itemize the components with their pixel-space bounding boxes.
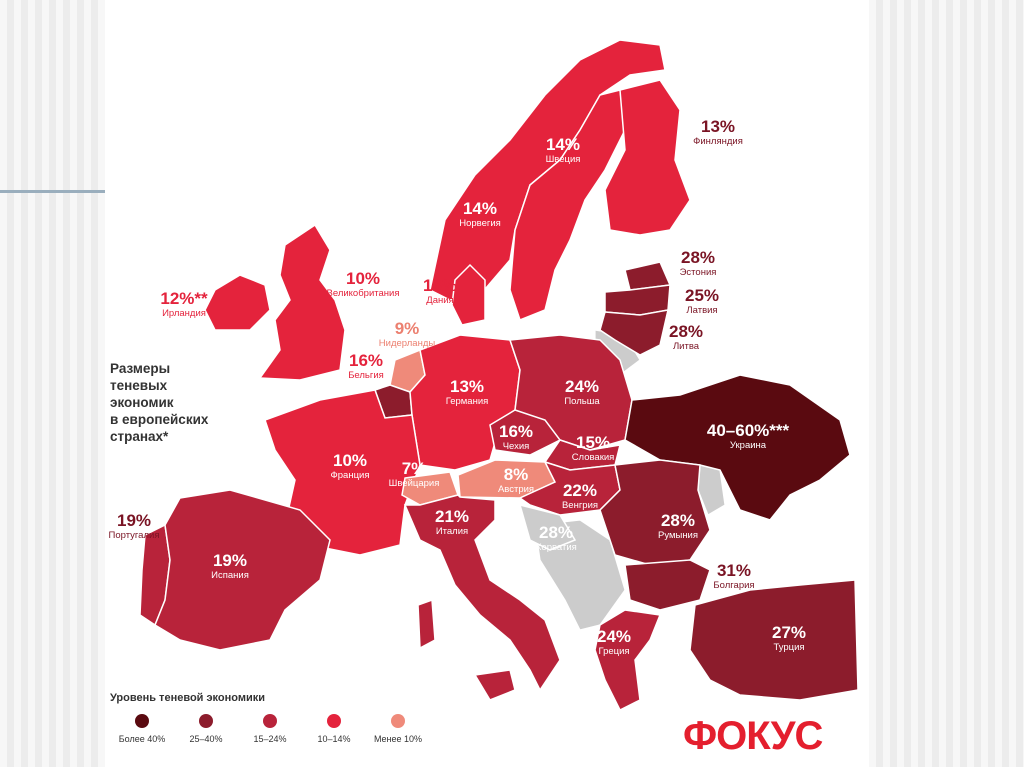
- region-italy: [403, 494, 561, 692]
- region-bulgaria: [624, 559, 711, 611]
- legend-dot: [199, 714, 213, 728]
- label-greece: 24% Греция: [596, 627, 632, 658]
- region-spain: [154, 489, 331, 651]
- label-croatia: 28% Хорватия: [535, 523, 577, 554]
- label-lithuania: 28% Литва: [668, 322, 704, 353]
- label-latvia: 25% Латвия: [684, 286, 720, 317]
- label-italy: 21% Италия: [434, 507, 470, 538]
- region-sicily: [473, 669, 516, 701]
- legend-dot: [263, 714, 277, 728]
- label-belgium: 16% Бельгия: [348, 351, 384, 382]
- region-turkey: [689, 579, 859, 701]
- legend-label: 25–40%: [189, 734, 223, 744]
- label-germany: 13% Германия: [445, 377, 489, 408]
- legend-dot: [391, 714, 405, 728]
- region-greece: [594, 609, 662, 712]
- label-france: 10% Франция: [330, 451, 370, 482]
- label-ukraine: 40–60%*** Украина: [706, 421, 790, 452]
- label-czechia: 16% Чехия: [498, 422, 534, 453]
- map-title: Размеры теневых экономик в европейских с…: [110, 360, 240, 445]
- label-denmark: 13% Дания: [422, 276, 458, 307]
- legend-label: Более 40%: [118, 734, 166, 744]
- label-sweden: 14% Швеция: [545, 135, 581, 166]
- accent-line: [0, 190, 105, 193]
- legend-label: 10–14%: [317, 734, 351, 744]
- label-norway: 14% Норвегия: [459, 199, 501, 230]
- region-finland: [604, 79, 691, 236]
- label-hungary: 22% Венгрия: [561, 481, 599, 512]
- legend-items: Более 40% 25–40% 15–24% 10–14% Менее 10%: [110, 714, 430, 744]
- right-decorative-stripes: [869, 0, 1024, 767]
- label-great-britain: 10% Великобритания: [326, 269, 400, 300]
- label-austria: 8% Австрия: [497, 465, 535, 496]
- region-latvia: [604, 284, 671, 316]
- legend-item-over40: Более 40%: [110, 714, 174, 744]
- label-spain: 19% Испания: [211, 551, 249, 582]
- label-slovakia: 15% Словакия: [571, 433, 615, 464]
- region-croatia: [518, 503, 577, 551]
- label-turkey: 27% Турция: [771, 623, 807, 654]
- region-denmark: [451, 263, 486, 326]
- label-bulgaria: 31% Болгария: [713, 561, 755, 592]
- title-line: теневых: [110, 378, 168, 393]
- region-ireland: [204, 274, 271, 331]
- region-sweden: [509, 89, 626, 321]
- title-line: экономик: [110, 395, 174, 410]
- brand-logo: ФОКУС: [683, 714, 823, 758]
- title-line: Размеры: [110, 361, 171, 376]
- region-lithuania: [599, 309, 669, 356]
- region-great-britain: [258, 223, 346, 381]
- left-decorative-stripes: [0, 0, 105, 767]
- legend-item-10-14: 10–14%: [302, 714, 366, 744]
- legend-item-15-24: 15–24%: [238, 714, 302, 744]
- legend-label: 15–24%: [253, 734, 287, 744]
- label-ireland: 12%** Ирландия: [160, 289, 208, 320]
- title-line: в европейских: [110, 412, 209, 427]
- label-netherlands: 9% Нидерланды: [378, 319, 436, 350]
- region-sardinia: [417, 598, 436, 650]
- legend-item-under10: Менее 10%: [366, 714, 430, 744]
- label-portugal: 19% Португалия: [108, 511, 160, 542]
- title-line: странах*: [110, 429, 169, 444]
- legend: Уровень теневой экономики Более 40% 25–4…: [110, 692, 430, 744]
- label-estonia: 28% Эстония: [679, 248, 717, 279]
- label-poland: 24% Польша: [564, 377, 600, 408]
- label-romania: 28% Румыния: [657, 511, 699, 542]
- label-switzerland: 7% Швейцария: [388, 459, 440, 490]
- label-finland: 13% Финляндия: [693, 117, 743, 148]
- legend-dot: [135, 714, 149, 728]
- legend-title: Уровень теневой экономики: [110, 692, 266, 704]
- legend-label: Менее 10%: [373, 734, 423, 744]
- legend-dot: [327, 714, 341, 728]
- region-hungary: [518, 460, 621, 516]
- legend-item-25-40: 25–40%: [174, 714, 238, 744]
